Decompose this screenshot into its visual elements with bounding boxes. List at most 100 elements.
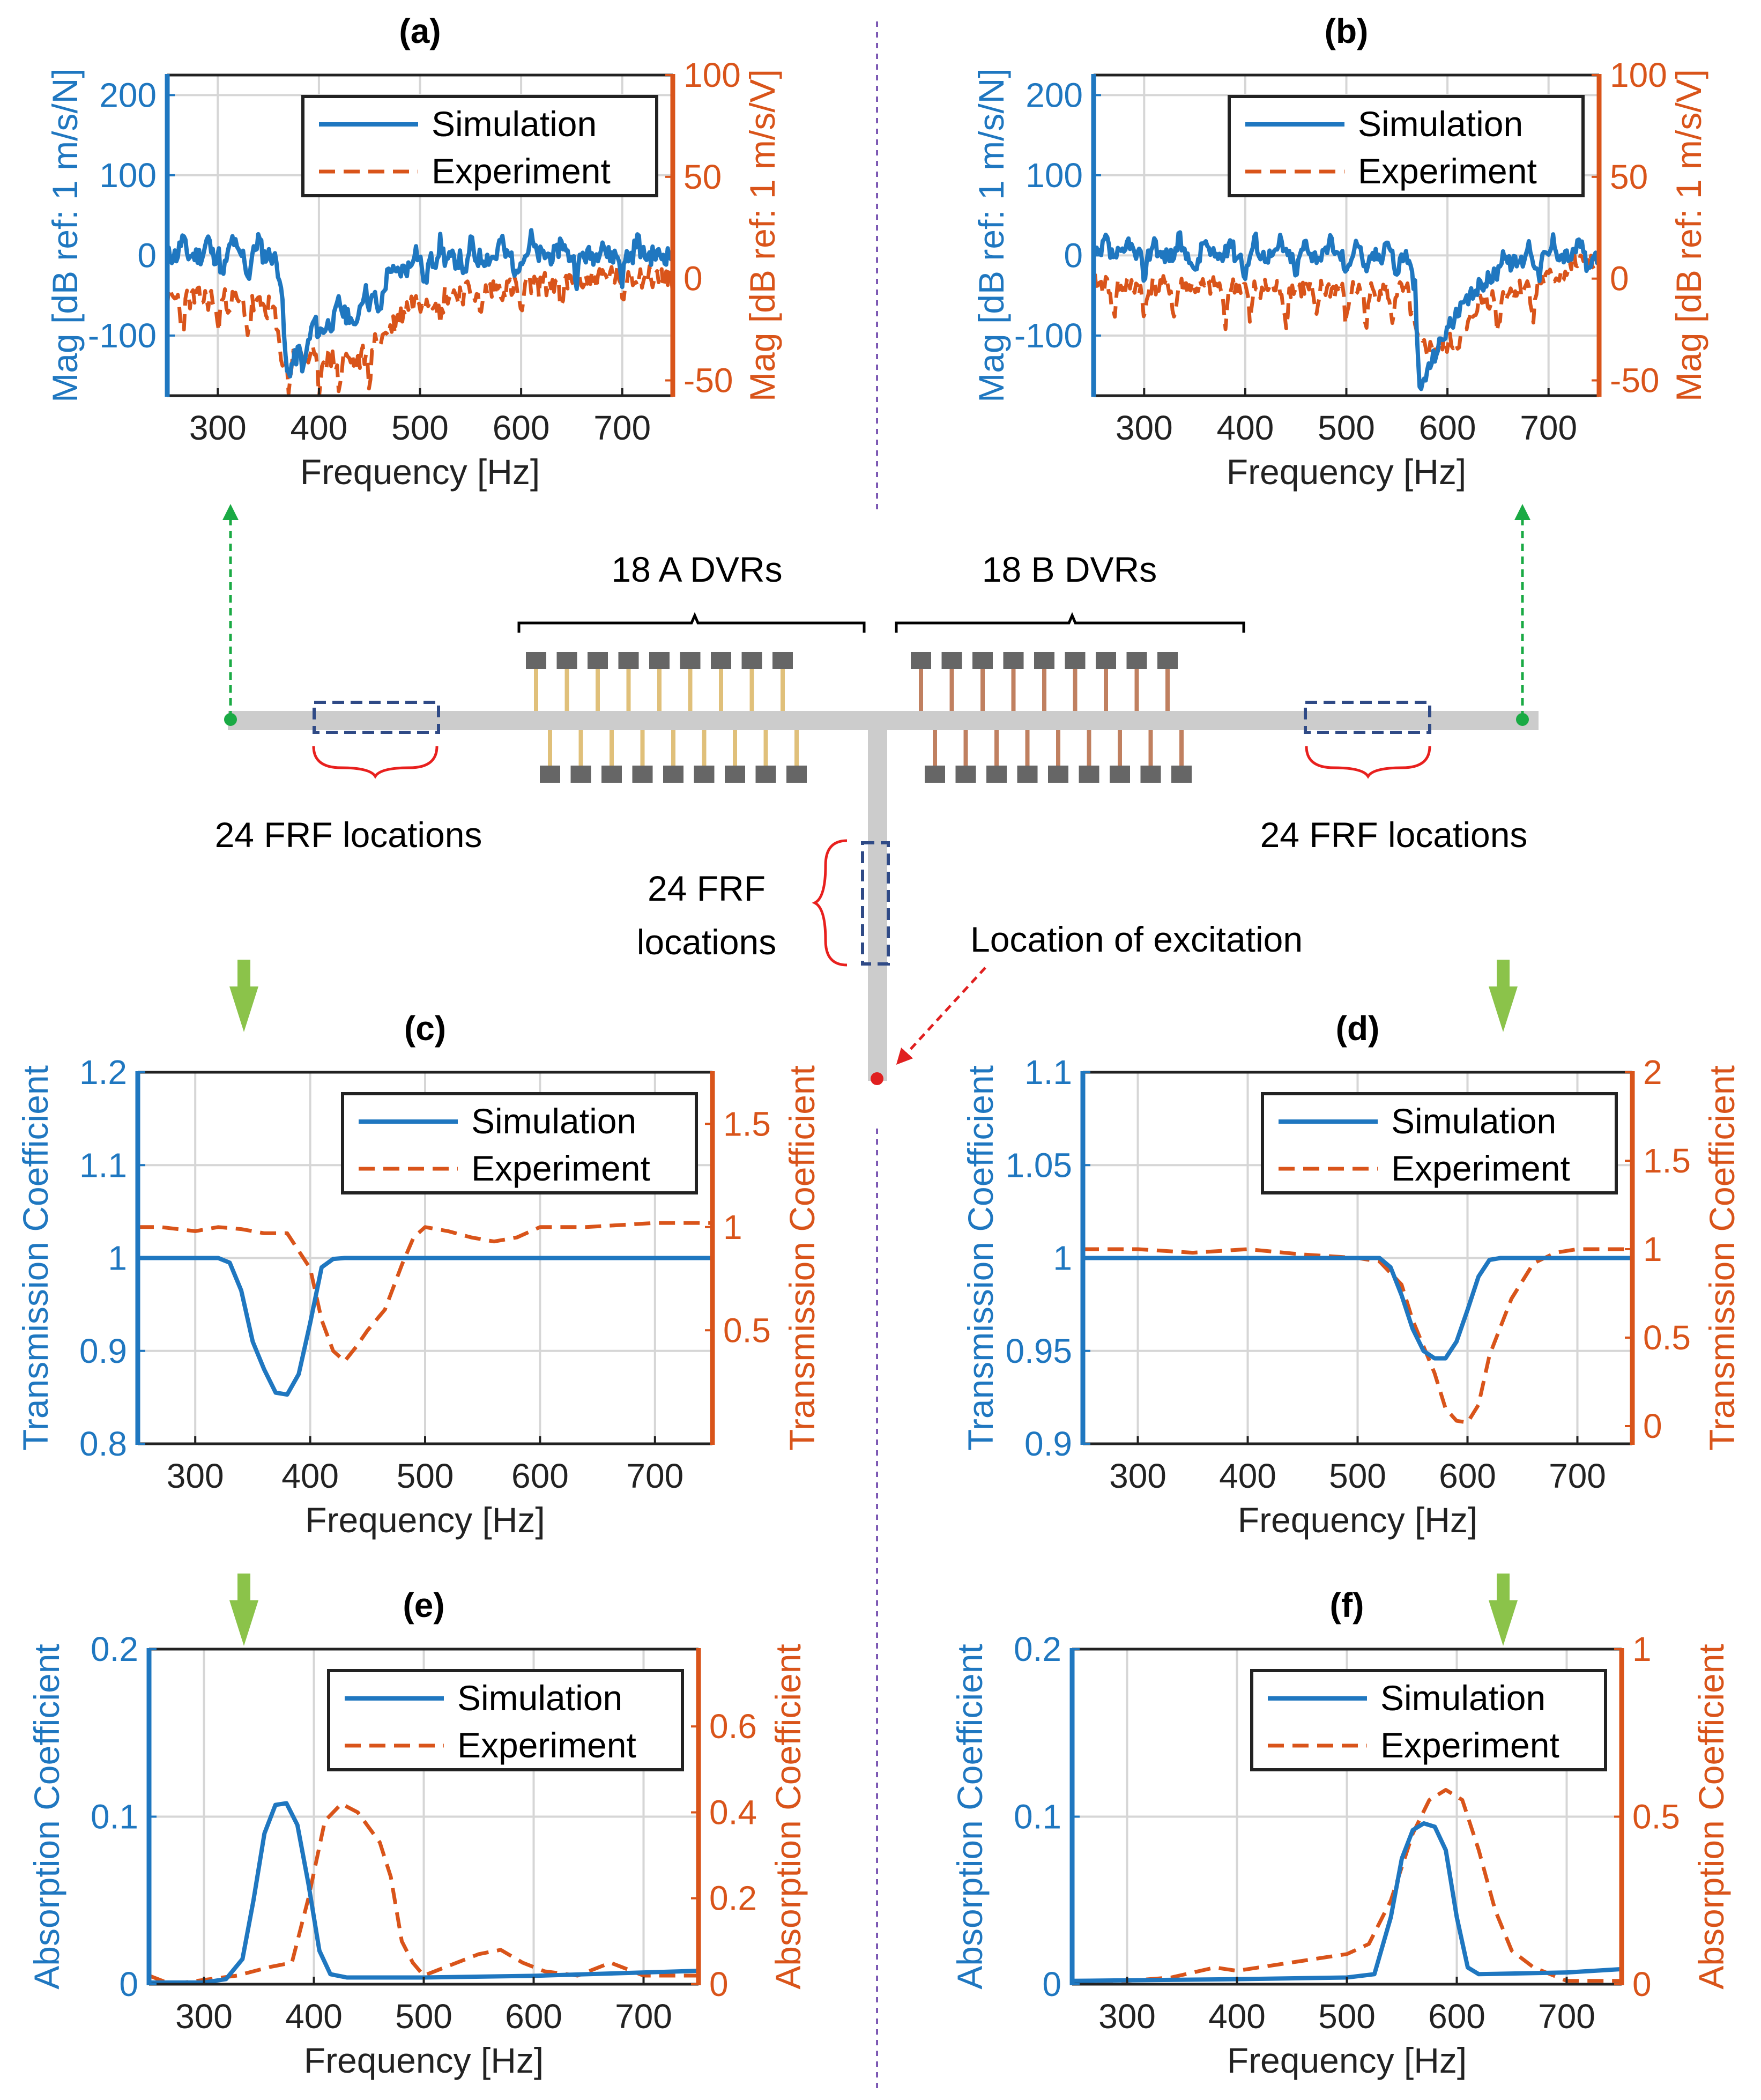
tick-label-y-right: 1 [1643,1230,1662,1268]
dvr-mass [1048,766,1068,783]
tick-label-y-left: 1 [1053,1239,1072,1278]
tick-label-y-right: 0 [1610,259,1629,298]
legend-label-experiment: Experiment [432,151,611,191]
tick-label-x: 400 [1217,409,1274,447]
chart-a: 300 400 500 600 700 -100 0 100 200 -50 0 50 100 Frequ… [45,12,782,492]
dvr-spring [1179,730,1184,770]
label-frf-stem-2: locations [637,922,777,962]
tick-label-y-left: 1 [108,1239,127,1278]
axis-label-x: Frequency [Hz] [1227,2040,1467,2080]
series-line-experiment [1083,1247,1632,1424]
tick-label-y-left: 200 [99,76,157,114]
dvr-spring [610,730,614,770]
tick-label-x: 300 [1116,409,1173,447]
measure-point-right [1516,713,1529,726]
tick-label-y-left: -100 [1014,316,1083,355]
tick-label-x: 400 [281,1457,339,1495]
tick-label-x: 300 [189,409,247,447]
dvr-mass [1171,766,1192,783]
series-line-simulation [1072,1821,1622,1983]
tick-label-x: 500 [1318,1997,1376,2036]
dvr-mass [1157,652,1178,669]
dvr-spring [1104,665,1108,711]
tick-label-x: 700 [1549,1457,1606,1495]
legend-box [1250,1669,1607,1771]
tick-label-y-left: 0.9 [79,1332,127,1370]
dvr-mass [1017,766,1038,783]
dvr-spring [1165,665,1170,711]
tick-label-x: 300 [167,1457,224,1495]
dvr-mass [955,766,976,783]
tick-label-y-left: 1.1 [79,1146,127,1184]
dvr-spring [1087,730,1091,770]
tick-label-x: 500 [395,1997,452,2036]
dvr-mass [911,652,931,669]
tick-label-y-left: 100 [1026,156,1083,195]
dvr-spring [949,665,954,711]
tick-label-y-left: 0.1 [91,1798,138,1836]
dvr-mass [694,766,715,783]
dvr-mass [941,652,962,669]
axis-label-y-left: Absorption Coefficient [27,1644,66,1990]
chart-e: 300 400 500 600 700 0 0.1 0.2 0 0.2 0.4 0.6 Frequenc… [27,1586,808,2080]
tick-label-y-right: 50 [683,158,722,196]
series-line-experiment [1094,250,1599,359]
axis-label-y-right: Absorption Coefficient [768,1644,808,1990]
tick-label-y-left: 1.05 [1005,1146,1072,1184]
dvr-mass [680,652,701,669]
tick-label-x: 700 [615,1997,672,2036]
dvr-mass [526,652,546,669]
measure-point-left [224,713,237,726]
dvr-mass [570,766,591,783]
dvr-spring [548,730,552,770]
label-dvr-b: 18 B DVRs [982,550,1157,589]
tick-label-y-left: 0.1 [1014,1798,1061,1836]
axis-label-y-right: Mag [dB ref: 1 m/s/V] [1669,69,1708,402]
tick-label-y-right: 0 [1632,1965,1652,2003]
dvr-mass [601,766,622,783]
chart-title: (e) [403,1586,444,1624]
legend-box [341,1092,698,1194]
tick-label-x: 300 [1109,1457,1166,1495]
legend-label-experiment: Experiment [471,1148,650,1188]
legend-box [327,1669,684,1771]
tick-label-x: 600 [505,1997,562,2036]
tick-label-x: 700 [1538,1997,1595,2036]
tick-label-y-left: 1.2 [79,1053,127,1092]
dvr-spring [1011,665,1016,711]
dvr-mass [1065,652,1086,669]
dvr-spring [657,665,662,711]
tick-label-y-right: 0.5 [1632,1798,1680,1836]
tick-label-y-left: 0 [137,236,157,274]
brace-dvr-b [895,612,1245,633]
brace-dvr-a [517,612,866,633]
dvr-mass [649,652,670,669]
dvr-spring [1148,730,1153,770]
legend-label-simulation: Simulation [432,104,597,144]
tick-label-y-left: 200 [1026,76,1083,114]
dvr-mass [986,766,1007,783]
dvr-spring [1073,665,1078,711]
dvr-mass [972,652,993,669]
dvr-mass [1140,766,1161,783]
tick-label-y-left: 0 [1064,236,1083,274]
legend-box [1228,95,1585,197]
dvr-spring [671,730,675,770]
dvr-mass [711,652,731,669]
arrow-down-f [1489,1574,1518,1646]
chart-title: (b) [1325,12,1369,50]
tick-label-y-right: 1.5 [723,1104,771,1143]
chart-title: (a) [399,12,441,50]
brace-frf-stem [812,839,848,967]
tick-label-y-right: 1 [1632,1630,1652,1668]
dvr-mass [925,766,945,783]
tick-label-x: 400 [1219,1457,1276,1495]
dvr-spring [763,730,768,770]
dvr-mass [1110,766,1130,783]
tick-label-y-left: 1.1 [1024,1053,1072,1092]
tick-label-y-right: -50 [1610,361,1660,400]
chart-f: 300 400 500 600 700 0 0.1 0.2 0 0.5 1 Frequency [Hz… [950,1586,1731,2080]
dvr-mass [1034,652,1054,669]
dvr-mass [1003,652,1024,669]
dvr-spring [626,665,631,711]
